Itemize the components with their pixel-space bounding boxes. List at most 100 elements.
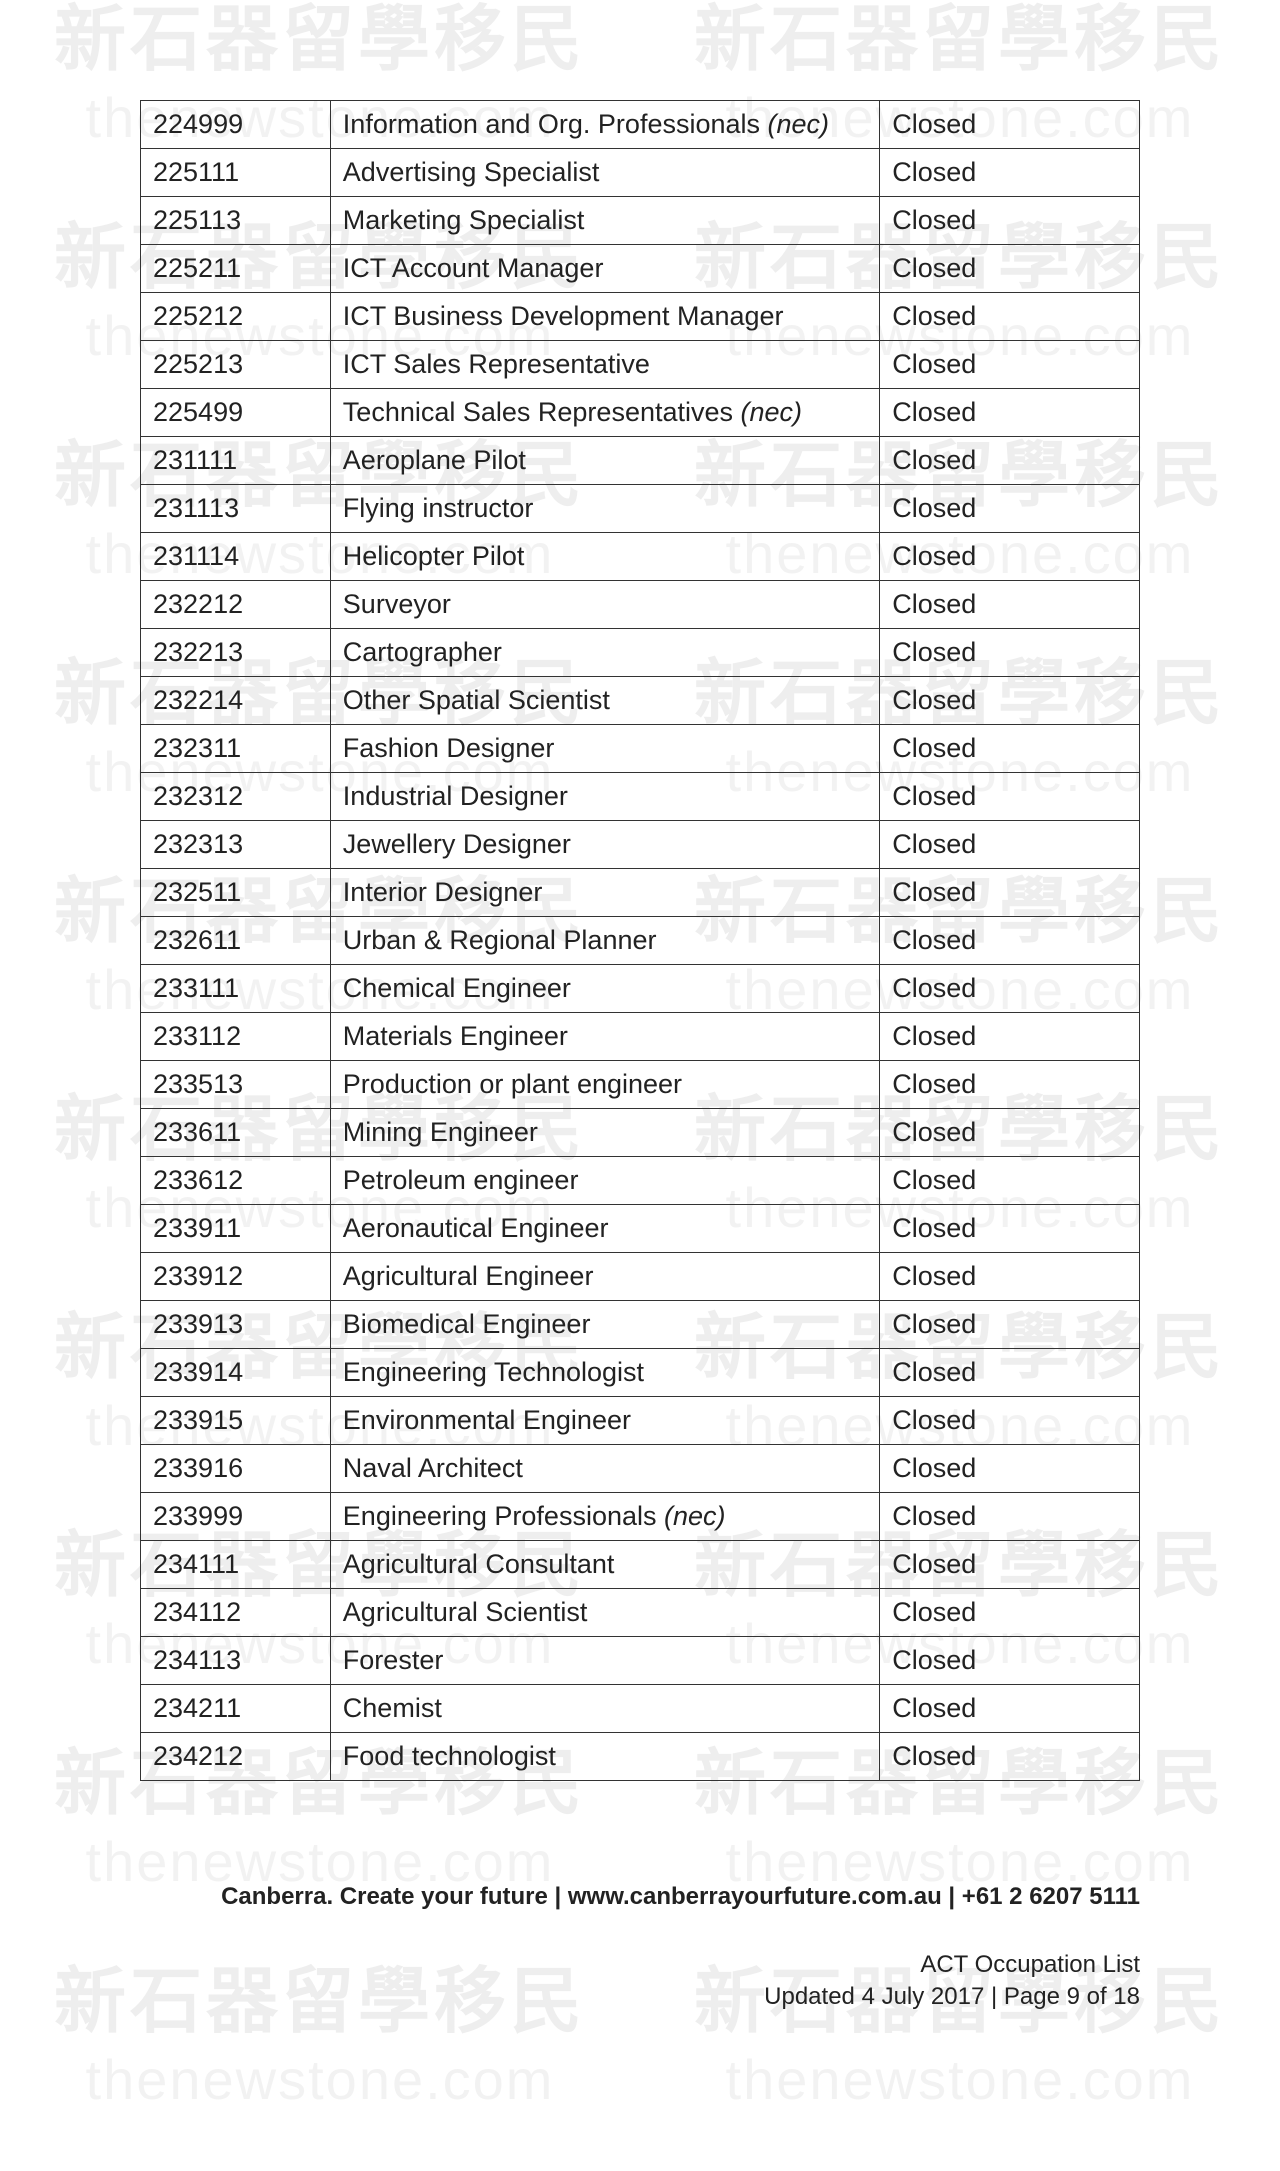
table-row: 234211ChemistClosed <box>141 1685 1140 1733</box>
occupation-title: Production or plant engineer <box>330 1061 879 1109</box>
occupation-status: Closed <box>880 1061 1140 1109</box>
table-row: 233914Engineering TechnologistClosed <box>141 1349 1140 1397</box>
occupation-code: 233914 <box>141 1349 331 1397</box>
occupation-status: Closed <box>880 245 1140 293</box>
footer-page-info: Updated 4 July 2017 | Page 9 of 18 <box>140 1983 1140 2011</box>
table-row: 225211ICT Account ManagerClosed <box>141 245 1140 293</box>
occupation-status: Closed <box>880 821 1140 869</box>
occupation-status: Closed <box>880 1493 1140 1541</box>
occupation-title: Industrial Designer <box>330 773 879 821</box>
occupation-title: Advertising Specialist <box>330 149 879 197</box>
occupation-code: 225499 <box>141 389 331 437</box>
occupation-code: 231113 <box>141 485 331 533</box>
table-row: 234111Agricultural ConsultantClosed <box>141 1541 1140 1589</box>
occupation-status: Closed <box>880 1445 1140 1493</box>
occupation-title: Mining Engineer <box>330 1109 879 1157</box>
occupation-code: 234111 <box>141 1541 331 1589</box>
occupation-title: Helicopter Pilot <box>330 533 879 581</box>
occupation-title: Cartographer <box>330 629 879 677</box>
table-row: 233111Chemical EngineerClosed <box>141 965 1140 1013</box>
occupation-code: 232313 <box>141 821 331 869</box>
occupation-title: Surveyor <box>330 581 879 629</box>
nec-suffix: (nec) <box>664 1501 726 1531</box>
occupation-title: Chemist <box>330 1685 879 1733</box>
occupation-title: Biomedical Engineer <box>330 1301 879 1349</box>
occupation-status: Closed <box>880 533 1140 581</box>
occupation-title: Agricultural Consultant <box>330 1541 879 1589</box>
occupation-code: 232213 <box>141 629 331 677</box>
watermark-url: thenewstone.com <box>0 2047 640 2112</box>
table-row: 231114Helicopter PilotClosed <box>141 533 1140 581</box>
occupation-status: Closed <box>880 581 1140 629</box>
table-row: 225111Advertising SpecialistClosed <box>141 149 1140 197</box>
table-row: 234112Agricultural ScientistClosed <box>141 1589 1140 1637</box>
occupation-status: Closed <box>880 437 1140 485</box>
table-row: 233913Biomedical EngineerClosed <box>141 1301 1140 1349</box>
table-row: 232311Fashion DesignerClosed <box>141 725 1140 773</box>
occupation-title: Petroleum engineer <box>330 1157 879 1205</box>
occupation-status: Closed <box>880 485 1140 533</box>
occupation-status: Closed <box>880 1109 1140 1157</box>
occupation-status: Closed <box>880 917 1140 965</box>
table-row: 233911Aeronautical EngineerClosed <box>141 1205 1140 1253</box>
occupation-title: Fashion Designer <box>330 725 879 773</box>
occupation-status: Closed <box>880 869 1140 917</box>
table-row: 233612Petroleum engineerClosed <box>141 1157 1140 1205</box>
occupation-title: ICT Business Development Manager <box>330 293 879 341</box>
occupation-status: Closed <box>880 725 1140 773</box>
occupation-title: Food technologist <box>330 1733 879 1781</box>
occupation-code: 234112 <box>141 1589 331 1637</box>
table-row: 232213CartographerClosed <box>141 629 1140 677</box>
table-row: 233915Environmental EngineerClosed <box>141 1397 1140 1445</box>
occupation-code: 225212 <box>141 293 331 341</box>
occupation-status: Closed <box>880 1349 1140 1397</box>
occupation-title: Aeronautical Engineer <box>330 1205 879 1253</box>
occupation-status: Closed <box>880 1253 1140 1301</box>
occupation-title: Jewellery Designer <box>330 821 879 869</box>
occupation-code: 233999 <box>141 1493 331 1541</box>
occupation-status: Closed <box>880 1205 1140 1253</box>
occupation-status: Closed <box>880 773 1140 821</box>
occupation-title: Chemical Engineer <box>330 965 879 1013</box>
occupation-code: 232212 <box>141 581 331 629</box>
occupation-title: Forester <box>330 1637 879 1685</box>
occupation-table: 224999Information and Org. Professionals… <box>140 100 1140 1781</box>
occupation-code: 233916 <box>141 1445 331 1493</box>
occupation-status: Closed <box>880 1013 1140 1061</box>
table-row: 225213ICT Sales RepresentativeClosed <box>141 341 1140 389</box>
occupation-title: Agricultural Engineer <box>330 1253 879 1301</box>
table-row: 233513Production or plant engineerClosed <box>141 1061 1140 1109</box>
occupation-title: Technical Sales Representatives (nec) <box>330 389 879 437</box>
occupation-status: Closed <box>880 1589 1140 1637</box>
occupation-title: Other Spatial Scientist <box>330 677 879 725</box>
occupation-code: 225213 <box>141 341 331 389</box>
occupation-status: Closed <box>880 149 1140 197</box>
table-row: 232511Interior DesignerClosed <box>141 869 1140 917</box>
occupation-title: Agricultural Scientist <box>330 1589 879 1637</box>
occupation-title: Marketing Specialist <box>330 197 879 245</box>
table-row: 232214Other Spatial ScientistClosed <box>141 677 1140 725</box>
occupation-code: 233911 <box>141 1205 331 1253</box>
occupation-status: Closed <box>880 389 1140 437</box>
occupation-code: 224999 <box>141 101 331 149</box>
occupation-status: Closed <box>880 1301 1140 1349</box>
occupation-title: Materials Engineer <box>330 1013 879 1061</box>
occupation-title: Flying instructor <box>330 485 879 533</box>
occupation-title: Interior Designer <box>330 869 879 917</box>
occupation-code: 233612 <box>141 1157 331 1205</box>
table-row: 224999Information and Org. Professionals… <box>141 101 1140 149</box>
occupation-status: Closed <box>880 1541 1140 1589</box>
occupation-status: Closed <box>880 1685 1140 1733</box>
occupation-status: Closed <box>880 1733 1140 1781</box>
table-row: 233112Materials EngineerClosed <box>141 1013 1140 1061</box>
table-row: 233916Naval ArchitectClosed <box>141 1445 1140 1493</box>
occupation-code: 233913 <box>141 1301 331 1349</box>
nec-suffix: (nec) <box>768 109 830 139</box>
table-row: 233999Engineering Professionals (nec)Clo… <box>141 1493 1140 1541</box>
occupation-code: 232311 <box>141 725 331 773</box>
occupation-title: Urban & Regional Planner <box>330 917 879 965</box>
occupation-status: Closed <box>880 629 1140 677</box>
table-row: 225113Marketing SpecialistClosed <box>141 197 1140 245</box>
occupation-code: 234211 <box>141 1685 331 1733</box>
occupation-code: 232312 <box>141 773 331 821</box>
